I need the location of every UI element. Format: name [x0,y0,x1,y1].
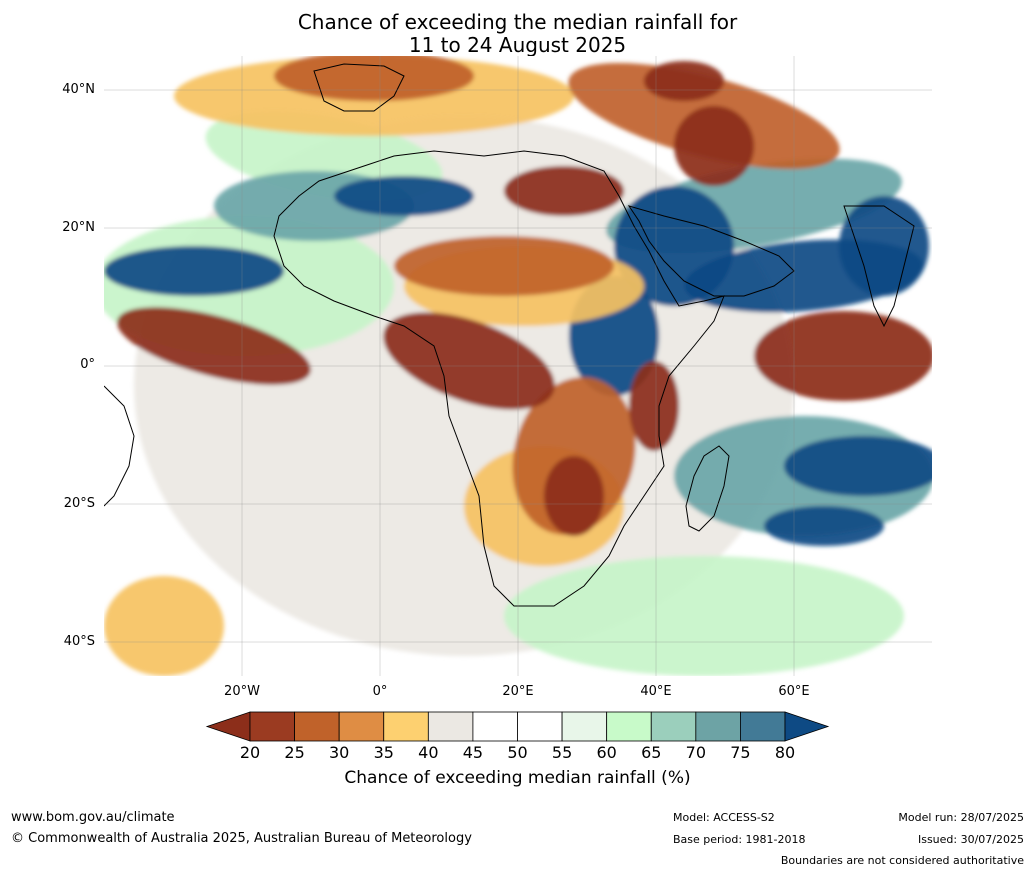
africa-coastline [273,150,725,607]
issued-date: Issued: 30/07/2025 [917,833,1024,846]
colorbar-box [606,711,652,742]
colorbar-tick-label: 30 [328,743,350,762]
probability-blob-very_dry [674,106,754,186]
base-period: Base period: 1981-2018 [673,833,806,846]
map-gridlines [104,56,932,676]
colorbar-tick-label: 20 [239,743,261,762]
iberia-coastline [313,63,405,112]
probability-blob-very_dry [544,456,604,536]
probability-blob-very_wet [839,196,929,296]
lon-label-40e: 40°E [640,684,672,699]
lon-label-20e: 20°E [502,684,534,699]
colorbar-tick-label: 40 [418,743,439,762]
probability-blob-very_dry [629,361,679,451]
colorbar-tick-label: 50 [507,743,528,762]
colorbar-box [472,711,518,742]
colorbar-box [249,711,295,742]
colorbar-extension-low [205,711,251,742]
colorbar-box [740,711,786,742]
colorbar-tick-label: 60 [596,743,617,762]
colorbar-box [517,711,563,742]
colorbar-tick-label: 75 [730,743,751,762]
rainfall-map-svg [104,56,932,676]
map-title-line-1: Chance of exceeding the median rainfall … [297,10,738,34]
lat-label-20n: 20°N [62,220,95,235]
probability-blob-very_wet [334,176,474,216]
probability-blob-very_wet [784,436,932,496]
probability-blob-very_dry [117,307,311,385]
lon-label-0: 0° [372,684,388,699]
probability-blob-very_wet [104,246,284,296]
colorbar-box [561,711,608,742]
india-coastline [843,205,915,328]
probability-blob-very_dry [383,312,555,410]
colorbar-tick-label: 45 [462,743,484,762]
lon-label-20w: 20°W [224,684,260,699]
colorbar-tick-label: 80 [774,743,796,762]
lon-label-60e: 60°E [778,684,810,699]
probability-blob-slightly_wet [504,556,904,676]
probability-blob-very_wet [764,506,884,546]
colorbar-box [338,711,385,742]
website-link[interactable]: www.bom.gov.au/climate [11,810,175,825]
colorbar-extension-high [784,711,830,742]
probability-blob-very_dry [644,61,724,101]
colorbar-box [294,711,340,742]
colorbar-label: Chance of exceeding median rainfall (%) [344,768,691,788]
colorbar-tick-label: 35 [373,743,394,762]
probability-fields [104,56,932,676]
lat-label-40n: 40°N [62,82,95,97]
probability-blob-dry [394,236,614,296]
lat-label-40s: 40°S [63,634,95,649]
probability-blob-slightly_dry [104,576,224,676]
colorbar-box [383,711,429,742]
colorbar-tick-label: 65 [641,743,662,762]
arabia-coastline [627,205,795,297]
colorbar-box [427,711,474,742]
colorbar-box [695,711,741,742]
colorbar-tick-label: 55 [551,743,573,762]
south-america-coastline [104,385,135,507]
model-run-date: Model run: 28/07/2025 [898,811,1024,824]
model-name: Model: ACCESS-S2 [673,811,775,824]
lat-label-0: 0° [80,357,95,372]
lat-label-20s: 20°S [63,496,95,511]
copyright-text: © Commonwealth of Australia 2025, Austra… [11,831,472,846]
colorbar-box [650,711,697,742]
madagascar-coastline [685,445,730,532]
probability-blob-dry [274,56,474,101]
colorbar-tick-label: 25 [284,743,305,762]
boundaries-disclaimer: Boundaries are not considered authoritat… [780,854,1024,867]
map-title-line-2: 11 to 24 August 2025 [408,33,627,57]
land-outlines [104,63,915,607]
rainfall-map [104,56,932,676]
colorbar-tick-label: 70 [685,743,707,762]
probability-blob-very_dry [504,166,624,216]
probability-blob-very_dry [754,311,932,401]
